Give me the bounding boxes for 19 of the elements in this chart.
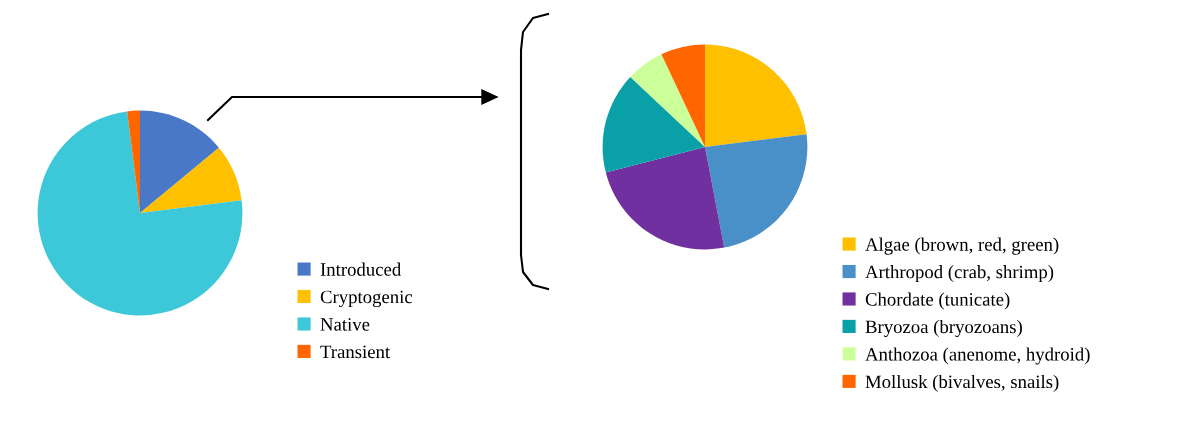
pie-slice bbox=[140, 147, 242, 213]
pie-slice bbox=[630, 54, 705, 147]
pie-slice bbox=[37, 111, 243, 316]
pie-slice bbox=[705, 44, 807, 147]
legend-label: Arthropod (crab, shrimp) bbox=[865, 265, 1054, 283]
pie-slice bbox=[140, 110, 219, 213]
legend-label: Mollusk (bivalves, snails) bbox=[865, 374, 1059, 392]
pie-slice bbox=[602, 76, 705, 173]
legend-label: Algae (brown, red, green) bbox=[865, 237, 1059, 255]
legend-label: Chordate (tunicate) bbox=[865, 292, 1010, 310]
pie-slice bbox=[661, 44, 705, 147]
pie-slice bbox=[605, 147, 725, 250]
legend-label: Anthozoa (anenome, hydroid) bbox=[865, 347, 1090, 365]
legend-label: Bryozoa (bryozoans) bbox=[865, 319, 1022, 338]
legend-label: Cryptogenic bbox=[320, 290, 413, 308]
pie-slice bbox=[705, 134, 808, 248]
legend-label: Introduced bbox=[320, 262, 401, 276]
legend-label: Native bbox=[320, 318, 370, 331]
legend-label: Transient bbox=[320, 345, 391, 359]
